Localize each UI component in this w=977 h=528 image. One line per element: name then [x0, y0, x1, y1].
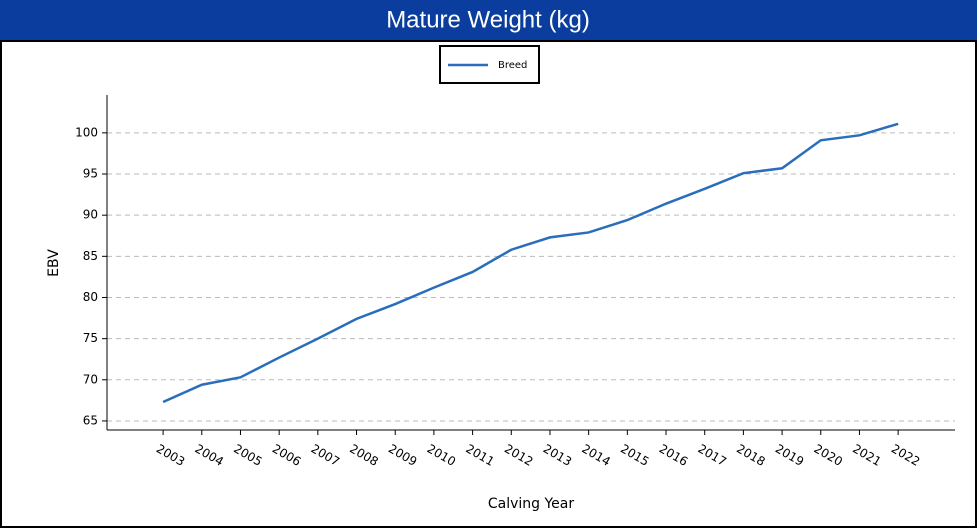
y-tick-label: 100 [75, 125, 98, 139]
y-tick-label: 65 [83, 413, 98, 427]
y-tick-label: 85 [83, 249, 98, 263]
y-tick-label: 75 [83, 331, 98, 345]
chart-title: Mature Weight (kg) [386, 6, 590, 33]
chart-frame [0, 40, 977, 528]
y-tick-label: 90 [83, 208, 98, 222]
y-tick-label: 70 [83, 372, 98, 386]
x-axis-label: Calving Year [488, 496, 575, 512]
header-bar [0, 0, 977, 40]
y-tick-label: 95 [83, 167, 98, 181]
legend-label: Breed [498, 60, 527, 71]
data-line [162, 122, 899, 404]
y-axis-label: EBV [46, 249, 62, 277]
y-tick-label: 80 [83, 290, 98, 304]
